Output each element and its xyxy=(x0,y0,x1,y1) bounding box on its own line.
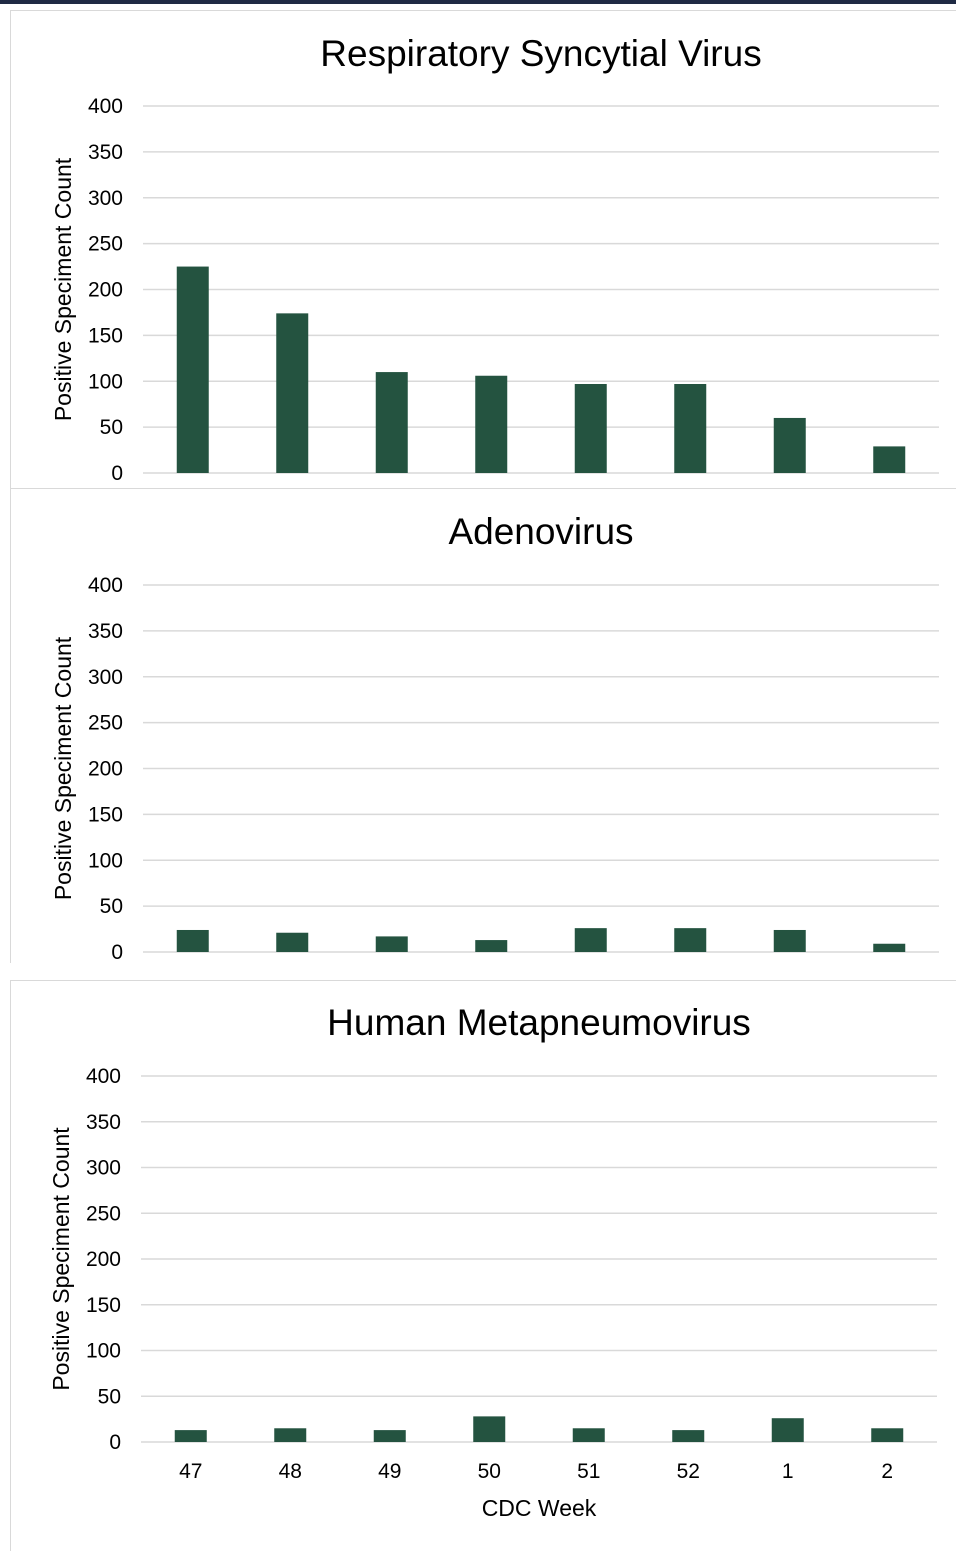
rsv-y-tick-label: 400 xyxy=(88,95,123,118)
hmpv-y-tick-label: 250 xyxy=(86,1202,121,1225)
adenovirus-bar-chart: 0 50 100 150 200 250 300 350 400 Adenovirus Positi… xyxy=(11,489,956,963)
hmpv-x-tick-label: 1 xyxy=(782,1460,794,1483)
rsv-bar xyxy=(873,446,905,473)
adenovirus-y-tick-label: 400 xyxy=(88,574,123,597)
hmpv-bar xyxy=(274,1428,306,1442)
adenovirus-y-tick-label: 0 xyxy=(111,941,123,964)
rsv-bar xyxy=(177,267,209,473)
adenovirus-y-tick-label: 200 xyxy=(88,758,123,781)
hmpv-bar xyxy=(473,1416,505,1442)
rsv-bar xyxy=(475,376,507,473)
adenovirus-bar xyxy=(376,936,408,952)
hmpv-y-tick-label: 350 xyxy=(86,1111,121,1134)
rsv-y-tick-label: 100 xyxy=(88,370,123,393)
adenovirus-bar xyxy=(873,944,905,952)
adenovirus-y-tick-label: 50 xyxy=(100,895,123,918)
hmpv-x-tick-label: 2 xyxy=(881,1460,893,1483)
adenovirus-bar xyxy=(674,928,706,952)
hmpv-bar xyxy=(772,1418,804,1442)
rsv-y-tick-label: 200 xyxy=(88,279,123,302)
adenovirus-y-tick-label: 350 xyxy=(88,620,123,643)
adenovirus-bar xyxy=(177,930,209,952)
adenovirus-bar xyxy=(276,933,308,952)
rsv-bar xyxy=(674,384,706,473)
adenovirus-y-axis-label: Positive Speciment Count xyxy=(50,636,76,900)
hmpv-y-tick-label: 100 xyxy=(86,1340,121,1363)
hmpv-y-tick-label: 200 xyxy=(86,1248,121,1271)
rsv-bar xyxy=(575,384,607,473)
hmpv-bar xyxy=(573,1428,605,1442)
adenovirus-bar xyxy=(575,928,607,952)
hmpv-y-axis-label: Positive Speciment Count xyxy=(48,1127,74,1391)
hmpv-x-axis-label: CDC Week xyxy=(482,1495,597,1521)
hmpv-y-tick-label: 400 xyxy=(86,1065,121,1088)
hmpv-x-tick-label: 49 xyxy=(378,1460,401,1483)
adenovirus-bar xyxy=(475,940,507,952)
rsv-bar xyxy=(774,418,806,473)
hmpv-y-tick-label: 50 xyxy=(98,1385,121,1408)
adenovirus-y-tick-label: 150 xyxy=(88,803,123,826)
adenovirus-chart-title: Adenovirus xyxy=(448,511,633,552)
hmpv-chart-title: Human Metapneumovirus xyxy=(327,1002,751,1043)
hmpv-y-tick-label: 0 xyxy=(109,1431,121,1454)
hmpv-x-tick-label: 51 xyxy=(577,1460,600,1483)
rsv-y-tick-label: 0 xyxy=(111,462,123,485)
adenovirus-y-tick-label: 100 xyxy=(88,849,123,872)
hmpv-bar xyxy=(871,1428,903,1442)
adenovirus-y-tick-label: 250 xyxy=(88,712,123,735)
rsv-y-tick-label: 250 xyxy=(88,233,123,256)
rsv-y-tick-label: 350 xyxy=(88,141,123,164)
window-top-border xyxy=(0,0,956,4)
adenovirus-chart-panel: 0 50 100 150 200 250 300 350 400 Adenovirus Positi… xyxy=(10,488,956,963)
adenovirus-y-tick-label: 300 xyxy=(88,666,123,689)
rsv-chart-panel: 0 50 100 150 200 250 300 350 400 Respiratory Sync… xyxy=(10,10,956,489)
rsv-chart-title: Respiratory Syncytial Virus xyxy=(320,33,761,74)
rsv-y-tick-label: 150 xyxy=(88,324,123,347)
hmpv-bar xyxy=(175,1430,207,1442)
hmpv-x-tick-label: 50 xyxy=(478,1460,501,1483)
rsv-bar xyxy=(376,372,408,473)
rsv-bar-chart: 0 50 100 150 200 250 300 350 400 Respiratory Sync… xyxy=(11,11,956,489)
adenovirus-bar xyxy=(774,930,806,952)
hmpv-bar xyxy=(672,1430,704,1442)
hmpv-x-tick-label: 48 xyxy=(279,1460,302,1483)
hmpv-x-tick-label: 47 xyxy=(179,1460,202,1483)
rsv-bar xyxy=(276,313,308,473)
hmpv-y-tick-label: 150 xyxy=(86,1294,121,1317)
rsv-y-tick-label: 50 xyxy=(100,416,123,439)
hmpv-y-tick-label: 300 xyxy=(86,1157,121,1180)
hmpv-chart-panel: 0 50 100 150 200 250 300 350 400 Human Metapneumo… xyxy=(10,980,956,1551)
rsv-y-tick-label: 300 xyxy=(88,187,123,210)
rsv-y-axis-label: Positive Speciment Count xyxy=(50,157,76,421)
hmpv-x-tick-label: 52 xyxy=(677,1460,700,1483)
hmpv-bar xyxy=(374,1430,406,1442)
